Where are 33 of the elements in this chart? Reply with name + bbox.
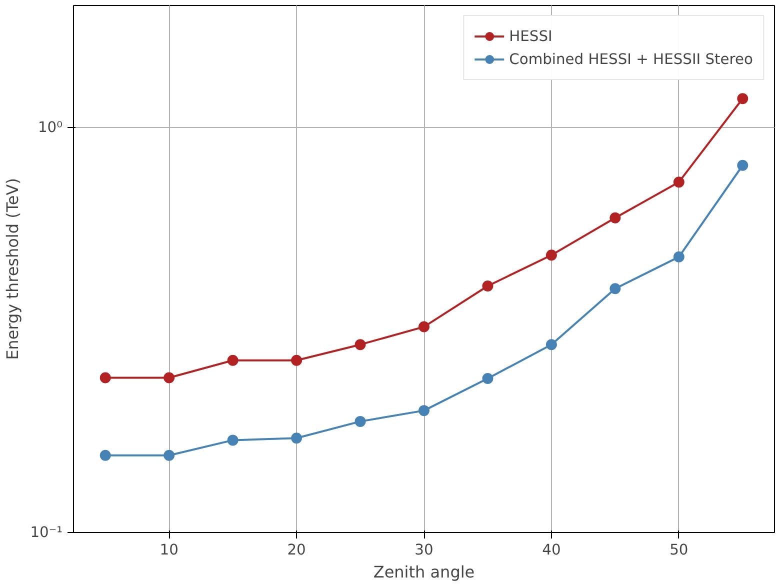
point	[673, 176, 684, 188]
point	[418, 321, 430, 332]
point	[100, 372, 111, 384]
x-tick-label: 20	[287, 542, 306, 558]
legend-label: Combined HESSI + HESSII Stereo	[509, 50, 753, 68]
y-tick-label: 10⁰	[38, 118, 63, 136]
point	[164, 372, 175, 384]
point	[610, 283, 621, 294]
point	[227, 434, 238, 446]
x-tick-label: 50	[670, 542, 688, 558]
point	[291, 432, 302, 444]
x-axis-title: Zenith angle	[373, 562, 475, 582]
x-tick-label: 30	[414, 542, 434, 558]
point	[164, 450, 175, 461]
point	[100, 450, 111, 461]
point	[482, 373, 494, 384]
y-tick-label: 10⁻¹	[30, 524, 63, 541]
point	[227, 354, 238, 366]
x-tick-label: 10	[160, 542, 178, 558]
point	[418, 405, 430, 416]
point	[737, 93, 748, 104]
point	[673, 251, 684, 262]
point	[291, 354, 302, 366]
point	[546, 250, 557, 261]
point	[737, 160, 748, 171]
y-axis-title: Energy threshold (TeV)	[3, 178, 22, 360]
x-tick-label: 40	[542, 542, 561, 558]
legend-label: HESSI	[509, 28, 552, 44]
point	[354, 339, 366, 350]
point	[482, 280, 494, 292]
point	[546, 339, 557, 350]
point	[610, 212, 621, 224]
point	[354, 416, 366, 427]
